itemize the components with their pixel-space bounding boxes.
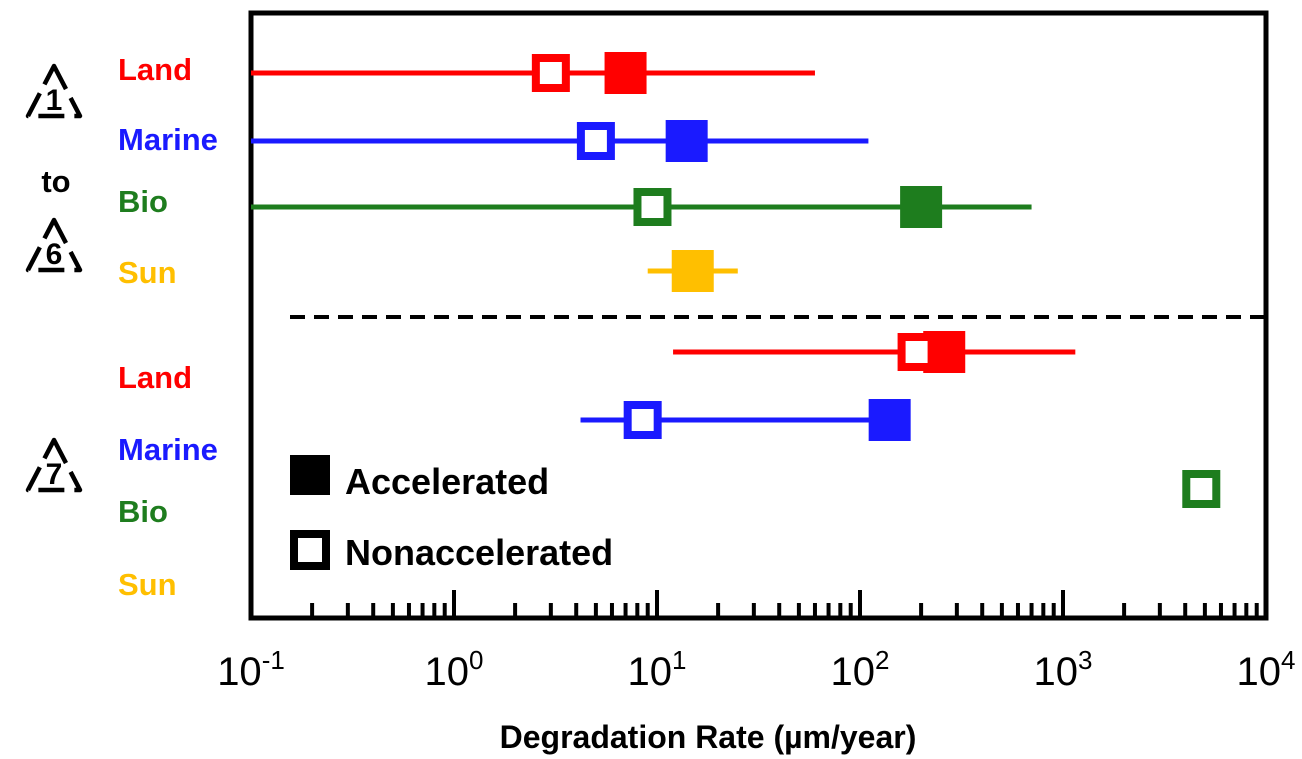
data-rows [251, 52, 1221, 508]
tick-label: 10-1 [217, 645, 285, 694]
nonaccelerated-marker [576, 122, 615, 160]
nonaccelerated-marker [531, 54, 570, 92]
row-label-bio: Bio [118, 184, 168, 219]
plot-frame [248, 10, 1269, 621]
x-axis-tick-labels: 10-1 100 101 102 103 104 [217, 645, 1295, 694]
x-axis-ticks [310, 590, 1259, 618]
tick-label: 104 [1237, 645, 1296, 694]
tick-label: 102 [831, 645, 890, 694]
accelerated-marker [604, 52, 647, 94]
tick-label: 101 [628, 645, 687, 694]
row-label-marine: Marine [118, 432, 218, 467]
nonaccelerated-marker [1182, 470, 1221, 508]
recycle-code-6-icon: 6 [25, 217, 83, 273]
recycle-codes: 1 to 6 7 [25, 63, 83, 493]
nonaccelerated-marker [623, 401, 662, 439]
recycle-range-connector: to [41, 164, 70, 199]
recycle-code-7-icon: 7 [25, 437, 83, 493]
accelerated-marker [671, 250, 714, 292]
accelerated-marker [900, 186, 943, 228]
legend-accelerated-marker [290, 455, 330, 495]
nonaccelerated-marker [897, 333, 936, 371]
legend: Accelerated Nonaccelerated [290, 455, 613, 573]
row-label-sun: Sun [118, 255, 177, 290]
row-labels: Land Marine Bio Sun Land Marine Bio Sun [118, 52, 218, 602]
svg-text:7: 7 [46, 458, 63, 491]
recycle-code-1-icon: 1 [25, 63, 83, 119]
legend-nonaccelerated-label: Nonaccelerated [345, 532, 613, 573]
row-label-land: Land [118, 360, 192, 395]
svg-text:6: 6 [46, 238, 63, 271]
row-label-marine: Marine [118, 122, 218, 157]
x-axis-title: Degradation Rate (µm/year) [500, 719, 917, 755]
tick-label: 100 [425, 645, 484, 694]
svg-text:1: 1 [46, 84, 63, 117]
tick-label: 103 [1034, 645, 1093, 694]
row-label-bio: Bio [118, 494, 168, 529]
accelerated-marker [665, 120, 708, 162]
row-label-sun: Sun [118, 567, 177, 602]
nonaccelerated-marker [633, 188, 672, 226]
legend-accelerated-label: Accelerated [345, 461, 549, 502]
accelerated-marker [868, 399, 911, 441]
row-label-land: Land [118, 52, 192, 87]
legend-nonaccelerated-marker [290, 530, 330, 570]
